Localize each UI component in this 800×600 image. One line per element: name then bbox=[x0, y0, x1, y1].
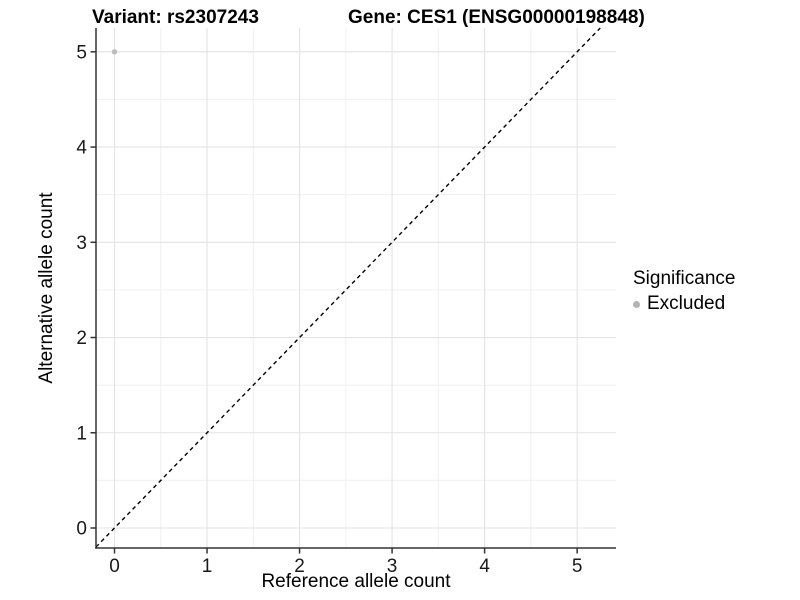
plot-title-gene: Gene: CES1 (ENSG00000198848) bbox=[348, 7, 645, 28]
legend-point-icon bbox=[633, 300, 640, 308]
x-tick-label: 5 bbox=[572, 556, 583, 577]
legend-title: Significance bbox=[633, 268, 736, 289]
legend: Significance Excluded bbox=[633, 268, 735, 315]
y-tick-label: 1 bbox=[76, 423, 87, 444]
identity-dashed-line bbox=[95, 27, 601, 548]
x-axis-title: Reference allele count bbox=[261, 571, 451, 592]
x-tick-label: 0 bbox=[109, 556, 120, 577]
y-tick-label: 0 bbox=[76, 519, 87, 540]
y-tick-label: 4 bbox=[76, 138, 87, 159]
x-tick-label: 3 bbox=[387, 556, 398, 577]
data-point bbox=[111, 49, 118, 55]
y-tick-label: 5 bbox=[76, 42, 87, 63]
plot-title-variant: Variant: rs2307243 bbox=[92, 7, 259, 28]
legend-item-excluded: Excluded bbox=[633, 293, 735, 315]
legend-item-label: Excluded bbox=[647, 293, 726, 314]
x-tick-label: 1 bbox=[202, 556, 213, 577]
y-axis-title: Alternative allele count bbox=[36, 192, 57, 384]
y-tick-label: 2 bbox=[76, 328, 87, 349]
y-tick-label: 3 bbox=[76, 233, 87, 254]
x-tick-label: 4 bbox=[479, 556, 490, 577]
x-tick-label: 2 bbox=[294, 556, 305, 577]
